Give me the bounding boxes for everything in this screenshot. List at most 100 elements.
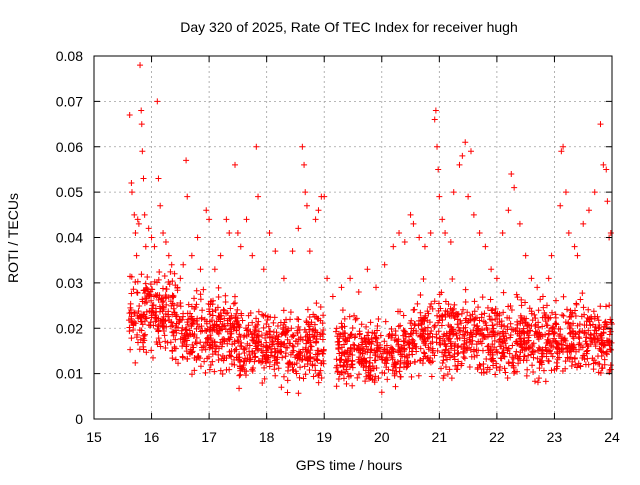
data-point bbox=[418, 321, 425, 328]
data-point bbox=[545, 357, 552, 364]
data-point bbox=[528, 322, 535, 329]
data-point bbox=[211, 326, 218, 333]
data-point bbox=[395, 341, 402, 348]
data-point bbox=[486, 313, 493, 320]
data-point bbox=[450, 326, 457, 333]
data-point bbox=[462, 139, 469, 146]
data-point bbox=[479, 335, 486, 342]
data-point bbox=[411, 322, 418, 329]
data-point bbox=[230, 300, 237, 307]
data-point bbox=[146, 291, 153, 298]
data-point bbox=[260, 266, 267, 273]
data-point bbox=[585, 306, 592, 313]
data-point bbox=[371, 377, 378, 384]
data-point bbox=[595, 317, 602, 324]
data-point bbox=[569, 345, 576, 352]
data-point bbox=[291, 361, 298, 368]
data-point bbox=[302, 333, 309, 340]
data-point bbox=[301, 161, 308, 168]
data-point bbox=[392, 364, 399, 371]
data-point bbox=[236, 356, 243, 363]
data-point bbox=[290, 343, 297, 350]
data-point bbox=[453, 332, 460, 339]
data-point bbox=[138, 107, 145, 114]
data-point bbox=[142, 243, 149, 250]
data-point bbox=[451, 351, 458, 358]
data-point bbox=[217, 310, 224, 317]
data-point bbox=[509, 354, 516, 361]
data-point bbox=[397, 373, 404, 380]
data-point bbox=[501, 353, 508, 360]
data-point bbox=[473, 329, 480, 336]
data-point bbox=[202, 339, 209, 346]
data-point bbox=[218, 355, 225, 362]
data-point bbox=[562, 319, 569, 326]
data-point bbox=[525, 337, 532, 344]
data-point bbox=[597, 369, 604, 376]
data-point bbox=[297, 364, 304, 371]
data-point bbox=[237, 342, 244, 349]
data-point bbox=[255, 318, 262, 325]
data-point bbox=[492, 371, 499, 378]
data-point bbox=[320, 312, 327, 319]
data-point bbox=[214, 304, 221, 311]
data-point bbox=[446, 335, 453, 342]
data-point bbox=[141, 211, 148, 218]
data-point bbox=[375, 375, 382, 382]
data-point bbox=[580, 352, 587, 359]
data-point bbox=[191, 295, 198, 302]
data-point bbox=[583, 348, 590, 355]
data-point bbox=[488, 307, 495, 314]
data-point bbox=[455, 349, 462, 356]
data-point bbox=[217, 367, 224, 374]
data-point bbox=[470, 211, 477, 218]
data-point bbox=[306, 248, 313, 255]
data-point bbox=[562, 358, 569, 365]
data-point bbox=[290, 332, 297, 339]
data-point bbox=[310, 373, 317, 380]
data-point bbox=[502, 369, 509, 376]
data-point bbox=[351, 342, 358, 349]
data-point bbox=[244, 340, 251, 347]
data-point bbox=[395, 323, 402, 330]
data-point bbox=[144, 274, 151, 281]
data-point bbox=[357, 346, 364, 353]
data-point bbox=[342, 348, 349, 355]
data-point bbox=[447, 340, 454, 347]
data-point bbox=[429, 358, 436, 365]
data-point bbox=[476, 361, 483, 368]
data-point bbox=[337, 362, 344, 369]
data-point bbox=[184, 319, 191, 326]
data-point bbox=[183, 157, 190, 164]
data-point bbox=[221, 322, 228, 329]
data-point bbox=[373, 335, 380, 342]
data-point bbox=[138, 121, 145, 128]
data-point bbox=[446, 366, 453, 373]
data-point bbox=[548, 342, 555, 349]
data-point bbox=[441, 337, 448, 344]
data-point bbox=[200, 286, 207, 293]
data-point bbox=[485, 349, 492, 356]
data-point bbox=[456, 161, 463, 168]
data-point bbox=[466, 364, 473, 371]
data-point bbox=[504, 374, 511, 381]
data-point bbox=[516, 220, 523, 227]
data-point bbox=[408, 348, 415, 355]
data-point bbox=[207, 324, 214, 331]
data-point bbox=[539, 314, 546, 321]
data-point bbox=[450, 353, 457, 360]
data-point bbox=[138, 318, 145, 325]
data-point bbox=[294, 327, 301, 334]
data-point bbox=[253, 143, 260, 150]
data-point bbox=[186, 327, 193, 334]
data-point bbox=[507, 334, 514, 341]
data-point bbox=[263, 349, 270, 356]
data-point bbox=[467, 338, 474, 345]
data-point bbox=[392, 327, 399, 334]
data-point bbox=[539, 323, 546, 330]
data-point bbox=[564, 354, 571, 361]
data-point bbox=[154, 98, 161, 105]
data-point bbox=[179, 324, 186, 331]
y-axis-label: ROTI / TECUs bbox=[5, 193, 21, 283]
data-point bbox=[341, 315, 348, 322]
